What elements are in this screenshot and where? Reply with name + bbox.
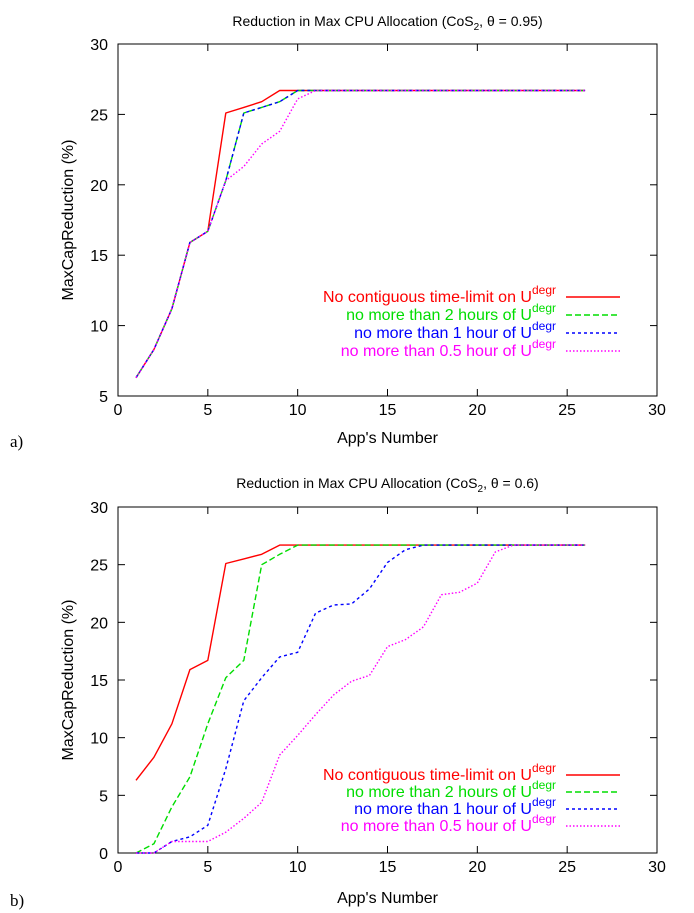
legend-entry-label: no more than 1 hour of Udegr: [354, 795, 556, 818]
x-tick-label: 5: [203, 859, 212, 876]
x-tick-label: 10: [289, 859, 307, 876]
x-tick-label: 0: [114, 402, 123, 419]
y-tick-label: 15: [90, 673, 108, 690]
legend-entry-superscript: degr: [532, 337, 556, 351]
chart-title-main: Reduction in Max CPU Allocation (CoS: [236, 475, 477, 491]
x-tick-label: 0: [114, 859, 123, 876]
legend-entry-text: no more than 2 hours of U: [346, 307, 532, 324]
chart-title: Reduction in Max CPU Allocation (CoS2, θ…: [236, 475, 538, 495]
chart-title-subscript: 2: [478, 484, 484, 495]
x-tick-label: 15: [379, 402, 397, 419]
chart-title-tail: , θ = 0.95): [479, 13, 542, 29]
x-tick-label: 25: [558, 859, 576, 876]
legend-entry-text: no more than 1 hour of U: [354, 325, 532, 342]
y-tick-label: 30: [90, 500, 108, 517]
legend-entry-superscript: degr: [532, 795, 556, 809]
legend-entry-superscript: degr: [532, 301, 556, 315]
legend-entry-label: No contiguous time-limit on Udegr: [323, 283, 556, 306]
y-tick-label: 20: [90, 178, 108, 195]
y-tick-label: 10: [90, 731, 108, 748]
x-axis-label: App's Number: [337, 430, 439, 447]
x-tick-label: 25: [558, 402, 576, 419]
chart-title-tail: , θ = 0.6): [483, 475, 539, 491]
legend-entry-superscript: degr: [532, 319, 556, 333]
series-line-1: [135, 544, 586, 781]
chart-title-main: Reduction in Max CPU Allocation (CoS: [232, 13, 473, 29]
y-tick-label: 25: [90, 107, 108, 124]
legend-entry-text: No contiguous time-limit on U: [323, 289, 532, 306]
legend-entry-text: no more than 0.5 hour of U: [341, 818, 532, 835]
legend-entry-superscript: degr: [532, 778, 556, 792]
x-tick-label: 20: [468, 402, 486, 419]
chart-title-subscript: 2: [474, 22, 480, 33]
y-tick-label: 20: [90, 615, 108, 632]
chart-title: Reduction in Max CPU Allocation (CoS2, θ…: [232, 13, 542, 33]
x-axis-label: App's Number: [337, 890, 439, 907]
y-tick-label: 0: [99, 846, 108, 863]
series-line-4: [136, 544, 586, 854]
y-tick-label: 15: [90, 248, 108, 265]
panel-label: a): [10, 432, 23, 451]
panel-label: b): [10, 891, 24, 910]
y-tick-label: 25: [90, 558, 108, 575]
series-line-4: [135, 89, 586, 379]
y-tick-label: 30: [90, 37, 108, 54]
x-tick-label: 15: [379, 859, 397, 876]
y-tick-label: 5: [99, 788, 108, 805]
legend-entry-text: no more than 2 hours of U: [346, 784, 532, 801]
legend-entry-text: No contiguous time-limit on U: [323, 767, 532, 784]
legend-entry-label: no more than 0.5 hour of Udegr: [341, 337, 556, 360]
y-tick-label: 5: [99, 389, 108, 406]
legend-entry-label: no more than 2 hours of Udegr: [346, 778, 556, 801]
legend-entry-label: no more than 2 hours of Udegr: [346, 301, 556, 324]
series-line-3: [136, 544, 586, 854]
x-tick-label: 20: [468, 859, 486, 876]
chart-panel-b: Reduction in Max CPU Allocation (CoS2, θ…: [10, 475, 666, 910]
y-tick-label: 10: [90, 319, 108, 336]
legend-entry-label: No contiguous time-limit on Udegr: [323, 761, 556, 784]
series-line-3: [135, 89, 586, 379]
y-axis-label: MaxCapReduction (%): [60, 600, 77, 761]
legend-entry-superscript: degr: [532, 812, 556, 826]
legend-entry-label: no more than 1 hour of Udegr: [354, 319, 556, 342]
x-tick-label: 10: [289, 402, 307, 419]
x-tick-label: 30: [648, 859, 666, 876]
legend-entry-superscript: degr: [532, 761, 556, 775]
legend-entry-text: no more than 1 hour of U: [354, 801, 532, 818]
legend-entry-label: no more than 0.5 hour of Udegr: [341, 812, 556, 835]
legend-entry-text: no more than 0.5 hour of U: [341, 343, 532, 360]
y-axis-label: MaxCapReduction (%): [60, 140, 77, 301]
chart-panel-a: Reduction in Max CPU Allocation (CoS2, θ…: [10, 13, 666, 451]
x-tick-label: 30: [648, 402, 666, 419]
legend-entry-superscript: degr: [532, 283, 556, 297]
x-tick-label: 5: [203, 402, 212, 419]
